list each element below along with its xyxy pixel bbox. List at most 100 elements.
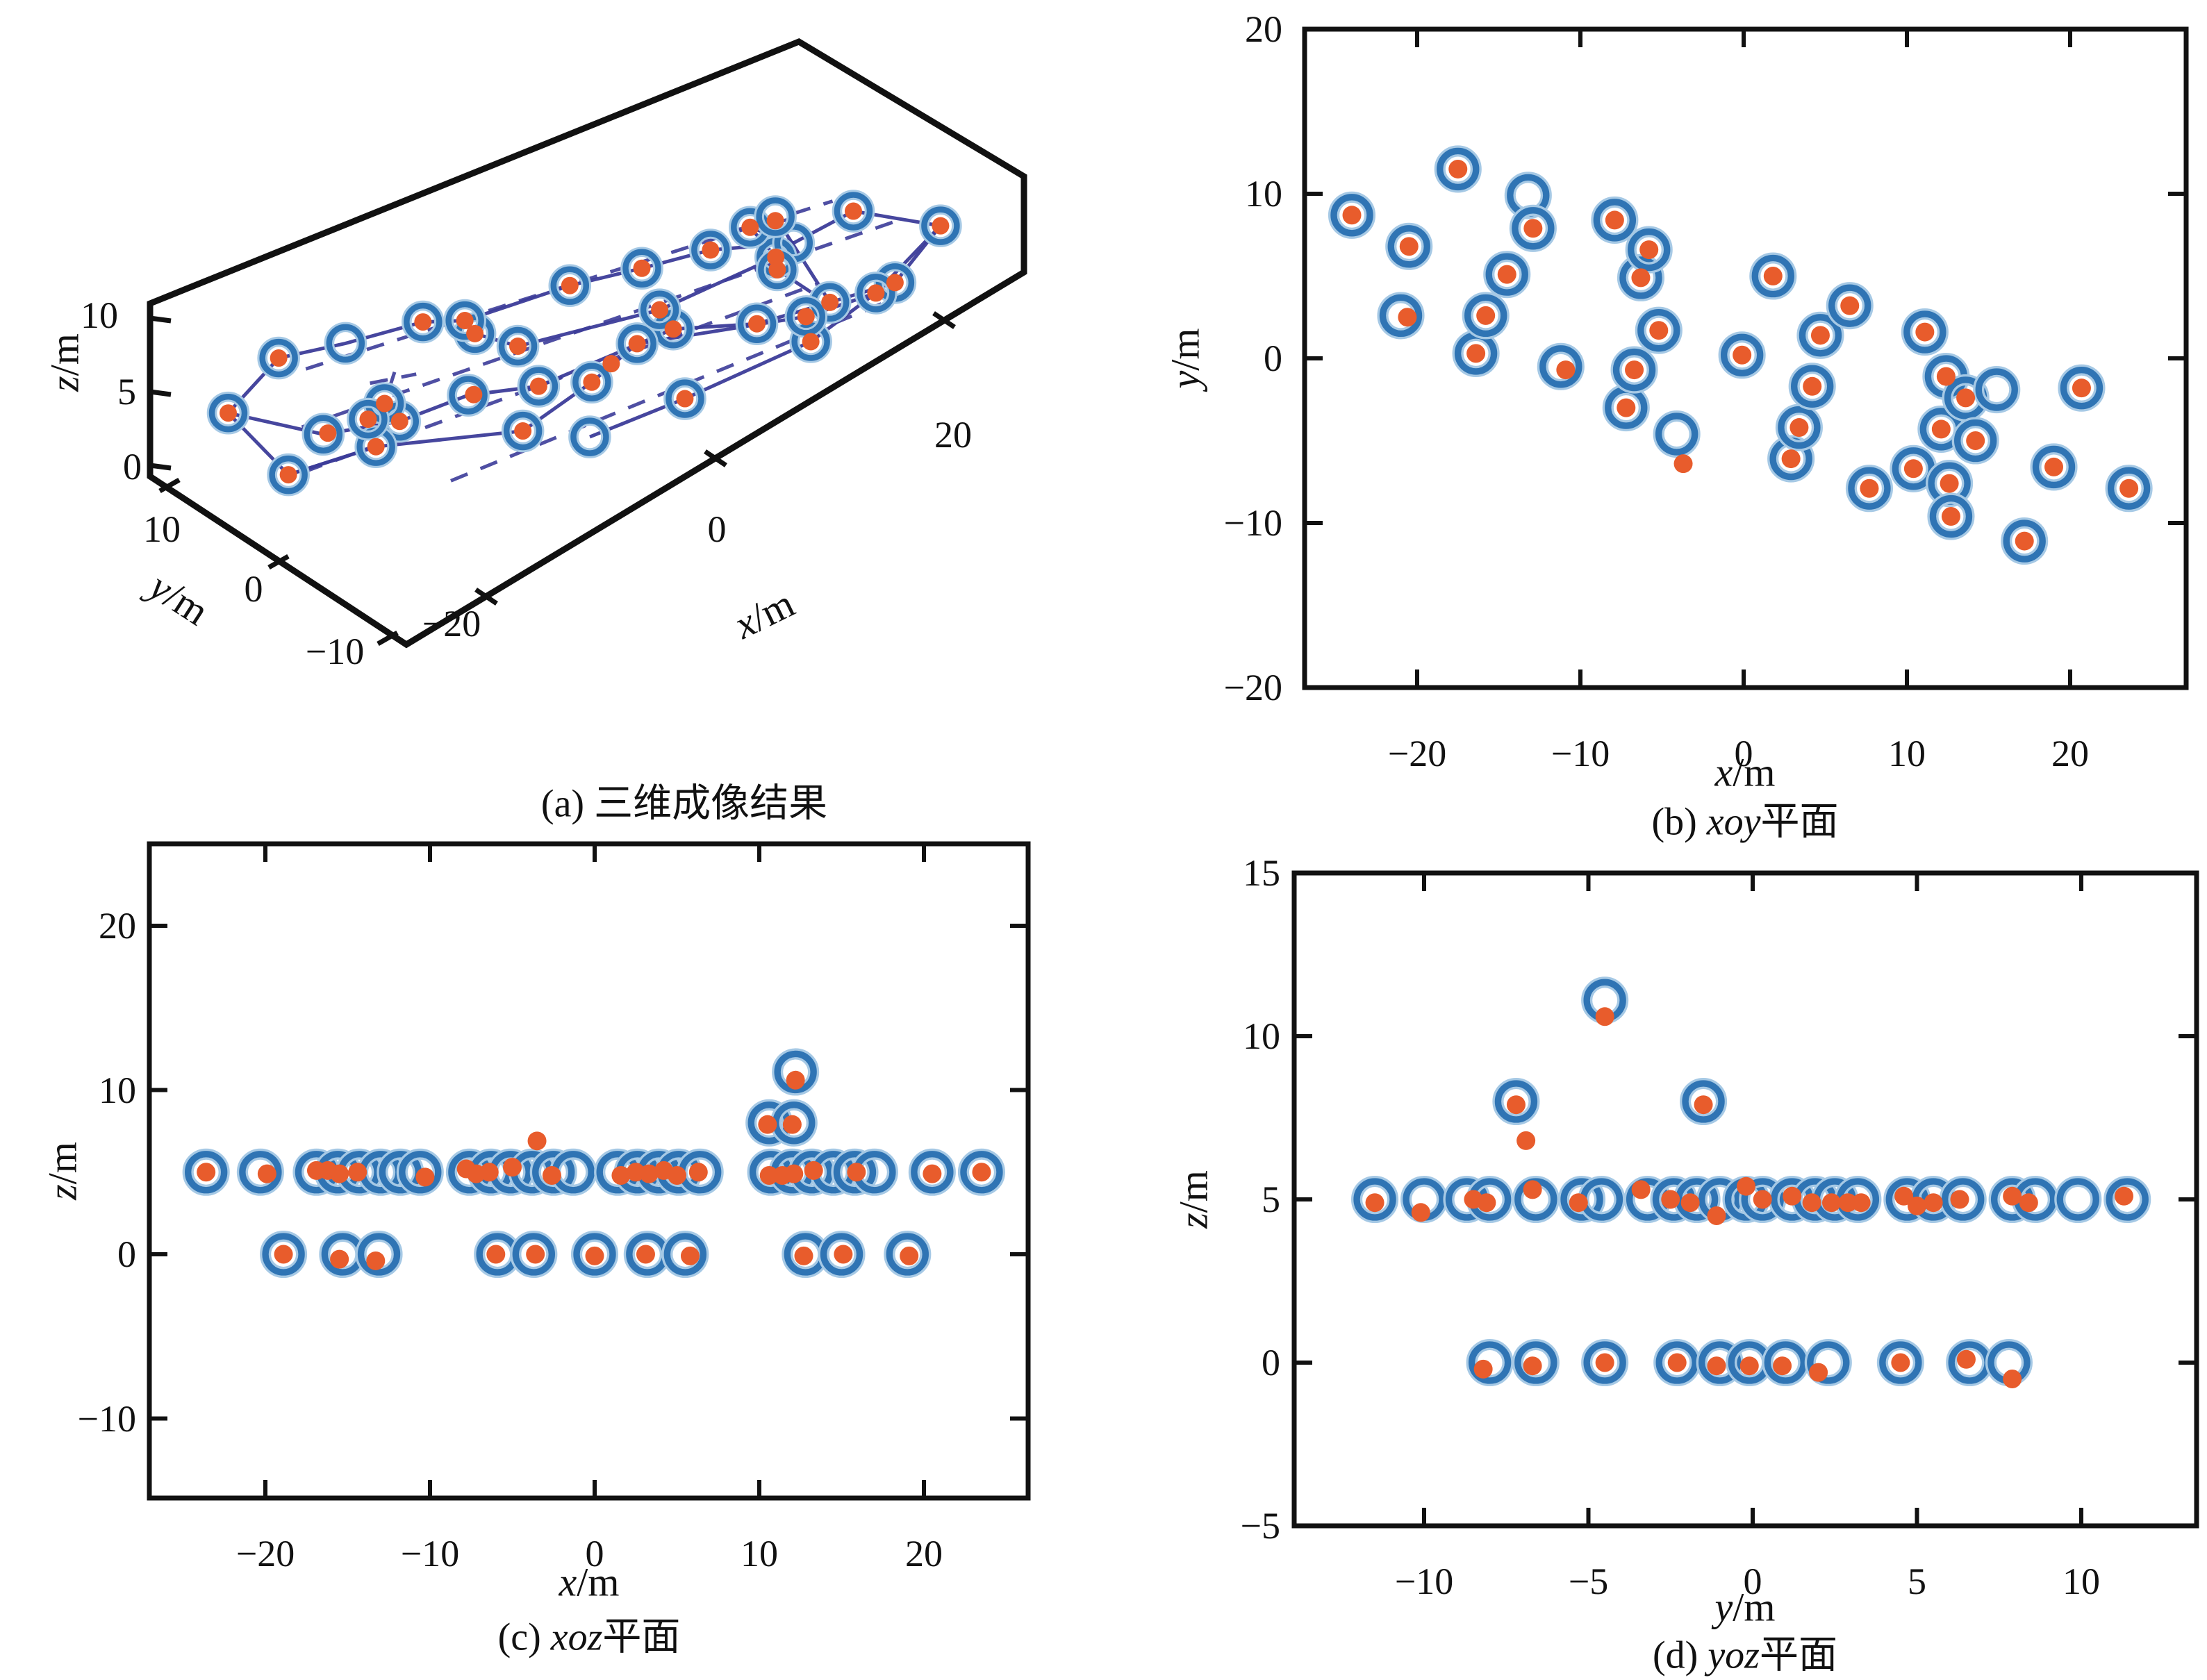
true-point-marker	[867, 284, 885, 302]
true-point-marker	[1398, 308, 1417, 327]
estimated-point-marker	[1612, 348, 1656, 392]
true-point-marker	[2119, 479, 2139, 498]
true-point-marker	[257, 1164, 276, 1183]
true-point-marker	[1908, 1196, 1926, 1215]
plot-border-c	[147, 841, 1031, 1501]
estimated-point-marker	[911, 1151, 954, 1194]
estimated-point-marker	[786, 297, 826, 336]
x-tick-label-b: −10	[1551, 733, 1610, 774]
y-axis-unit: /m	[1171, 1170, 1216, 1213]
true-point-marker	[1838, 1193, 1858, 1213]
true-point-marker	[748, 315, 766, 333]
estimated-point-marker	[349, 399, 388, 439]
true-point-marker	[503, 1158, 522, 1177]
true-point-marker	[639, 1164, 659, 1183]
x-axis-var: x	[559, 1559, 577, 1605]
true-point-marker	[1956, 388, 1976, 408]
estimated-point-marker	[2056, 1178, 2099, 1221]
estimated-point-marker	[1942, 1178, 1985, 1221]
estimated-point-marker	[1848, 467, 1891, 510]
true-point-marker	[636, 1245, 655, 1264]
estimated-point-marker	[1682, 1080, 1725, 1123]
y-axis-unit: /m	[40, 1142, 85, 1185]
y-tick	[158, 477, 181, 494]
x-tick-label-b: 10	[1888, 733, 1926, 774]
estimated-point-marker	[1437, 147, 1480, 191]
true-point-marker	[1448, 159, 1468, 178]
true-point-marker	[1739, 1356, 1759, 1376]
estimated-point-marker	[1720, 333, 1764, 376]
estimated-point-marker	[960, 1151, 1003, 1194]
true-point-marker	[1781, 449, 1801, 469]
estimated-point-marker	[573, 1233, 616, 1276]
x-tick-label-d: −10	[1394, 1561, 1454, 1602]
estimated-point-marker	[1387, 225, 1430, 268]
z-tick	[149, 463, 172, 471]
true-point-marker	[1763, 267, 1783, 285]
y-axis-unit: /m	[1162, 328, 1208, 371]
true-point-marker	[1477, 1193, 1496, 1213]
estimated-point-marker	[1512, 207, 1555, 250]
true-point-marker	[1631, 1180, 1651, 1199]
dashed-connection-line	[388, 371, 397, 385]
y-tick	[377, 630, 399, 647]
estimated-point-marker	[1593, 199, 1637, 242]
true-point-marker	[1924, 1193, 1943, 1213]
y-tick-label-a: 0	[244, 568, 263, 610]
true-point-marker	[1523, 1180, 1542, 1199]
estimated-point-marker	[503, 411, 543, 451]
true-point-marker	[1497, 265, 1516, 284]
true-point-marker	[1783, 1186, 1802, 1206]
dashed-connection-line	[370, 372, 417, 385]
x-axis-unit: /m	[1733, 749, 1776, 795]
true-point-marker	[847, 1163, 866, 1182]
true-point-marker	[1476, 306, 1496, 325]
x-axis-var: x	[1714, 749, 1733, 795]
true-point-marker	[651, 301, 669, 319]
caption-cn: 平面	[1760, 800, 1839, 844]
y-tick-label-b: −20	[1223, 667, 1282, 708]
estimated-point-marker	[1379, 294, 1423, 338]
estimated-point-marker	[1791, 365, 1834, 408]
true-point-marker	[1803, 376, 1822, 396]
estimated-point-marker	[640, 290, 679, 329]
estimated-point-marker	[1929, 494, 1973, 538]
estimated-point-marker	[259, 338, 298, 378]
true-point-marker	[486, 1245, 506, 1264]
x-tick-label-c: 10	[741, 1533, 778, 1574]
x-axis-unit: /m	[1733, 1584, 1776, 1630]
x-tick-label-d: 10	[2063, 1561, 2100, 1602]
estimated-point-marker	[833, 1151, 877, 1194]
estimated-point-marker	[886, 1233, 929, 1276]
estimated-point-marker	[1698, 1341, 1742, 1384]
true-point-marker	[279, 466, 297, 484]
true-point-marker	[1466, 344, 1486, 363]
true-point-marker	[668, 1165, 686, 1185]
true-point-marker	[415, 1167, 435, 1187]
true-point-marker	[1966, 431, 1985, 450]
true-point-marker	[456, 312, 474, 330]
y-tick-label-c: 10	[99, 1069, 136, 1111]
z-tick	[149, 315, 172, 324]
estimated-point-marker	[1494, 1080, 1538, 1123]
true-point-marker	[330, 1164, 349, 1183]
true-point-marker	[330, 1249, 349, 1269]
panel-d-caption: (d) yoz平面	[1653, 1624, 1837, 1680]
x-tick	[474, 588, 498, 606]
x-tick-label-c: −20	[235, 1533, 295, 1574]
true-point-marker	[1365, 1193, 1384, 1213]
estimated-point-marker	[691, 231, 730, 269]
true-point-marker	[367, 438, 385, 456]
panel-c-plot	[147, 841, 1031, 1501]
caption-prefix: (d)	[1653, 1633, 1708, 1677]
panel-c-caption: (c) xoz平面	[498, 1606, 681, 1662]
true-point-marker	[359, 410, 377, 429]
y-tick-label-c: 0	[117, 1233, 136, 1275]
true-point-marker	[844, 202, 862, 220]
true-point-marker	[1891, 1353, 1910, 1372]
estimated-point-marker	[445, 301, 484, 340]
true-point-marker	[1773, 1356, 1792, 1376]
true-point-marker	[1809, 1363, 1828, 1382]
true-point-marker	[1569, 1193, 1588, 1213]
